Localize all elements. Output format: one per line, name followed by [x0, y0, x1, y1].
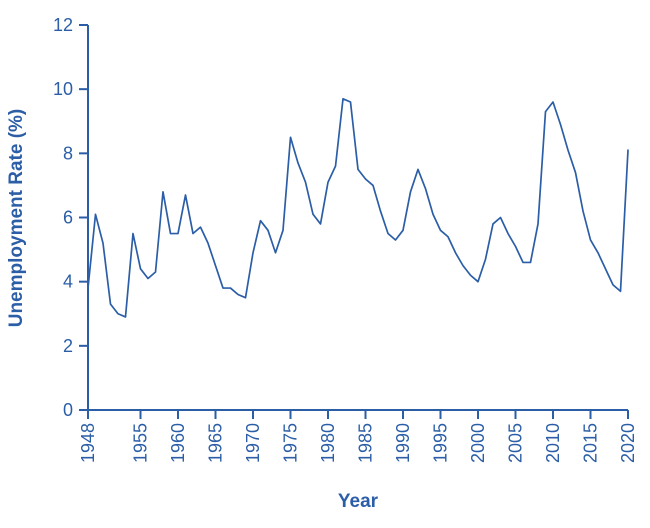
- x-tick-label: 1985: [356, 423, 376, 463]
- y-tick-label: 4: [63, 272, 73, 292]
- x-tick-label: 2020: [618, 423, 638, 463]
- x-tick-label: 1970: [243, 423, 263, 463]
- x-tick-label: 1960: [168, 423, 188, 463]
- y-tick-label: 8: [63, 143, 73, 163]
- series-layer: [87, 97, 629, 318]
- y-tick-label: 12: [53, 15, 73, 35]
- x-tick-label: 1975: [281, 423, 301, 463]
- x-tick-label: 2015: [581, 423, 601, 463]
- x-axis-title: Year: [338, 491, 379, 512]
- x-tick-label: 2005: [506, 423, 526, 463]
- y-tick-label: 0: [63, 400, 73, 420]
- x-tick-label: 2010: [543, 423, 563, 463]
- x-tick-label: 1990: [393, 423, 413, 463]
- x-tick-label: 2000: [468, 423, 488, 463]
- y-tick-label: 2: [63, 336, 73, 356]
- y-axis-title: Unemployment Rate (%): [6, 109, 27, 328]
- y-tick-label: 6: [63, 208, 73, 228]
- x-tick-label: 1995: [431, 423, 451, 463]
- x-tick-label: 1948: [78, 423, 98, 463]
- x-tick-label: 1955: [131, 423, 151, 463]
- unemployment-rate-line: [87, 97, 629, 318]
- axes-layer: 0 2 4 6 8 10 12 1948 1955 1960 1965 1970 1975 1980 198…: [53, 15, 638, 463]
- x-tick-label: 1980: [318, 423, 338, 463]
- x-tick-label: 1965: [206, 423, 226, 463]
- y-tick-label: 10: [53, 79, 73, 99]
